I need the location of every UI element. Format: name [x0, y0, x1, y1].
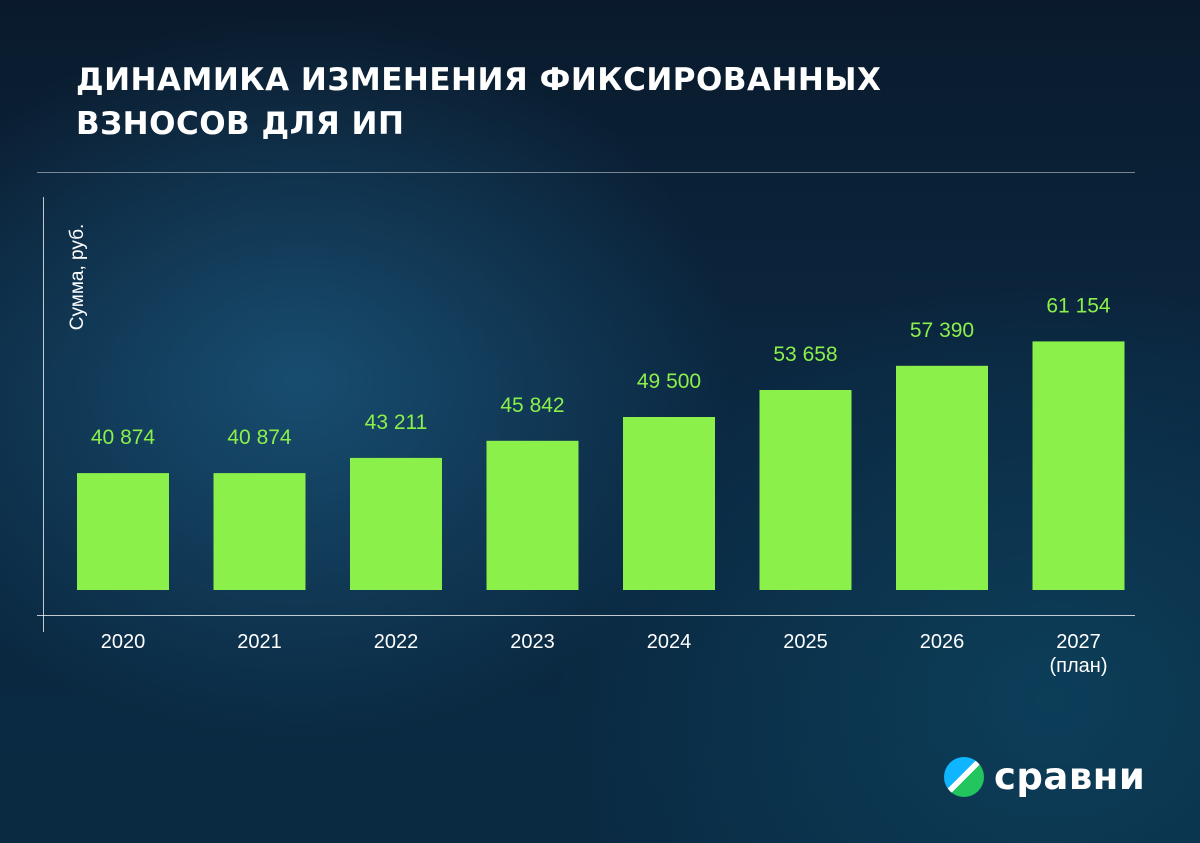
value-label-2023: 45 842	[500, 394, 564, 417]
value-label-2026: 57 390	[910, 319, 974, 342]
value-label-2027: 61 154	[1046, 294, 1111, 317]
category-label-2020: 2020	[101, 631, 146, 653]
sravni-logo-icon	[944, 757, 984, 797]
category-label-2022: 2022	[374, 631, 419, 653]
bar-2021	[213, 473, 306, 590]
value-label-2025: 53 658	[773, 343, 837, 366]
bar-2023	[486, 440, 579, 590]
category-label-2027: 2027	[1056, 631, 1101, 653]
category-label-2021: 2021	[237, 631, 282, 653]
chart-title: ДИНАМИКА ИЗМЕНЕНИЯ ФИКСИРОВАННЫХ ВЗНОСОВ…	[76, 62, 882, 142]
category-label-2023: 2023	[510, 631, 555, 653]
y-axis-line	[43, 197, 44, 632]
title-divider	[37, 172, 1135, 173]
value-label-2022: 43 211	[365, 411, 428, 434]
category-label-2026: 2026	[920, 631, 965, 653]
value-label-2020: 40 874	[91, 426, 156, 449]
brand-logo: сравни	[944, 755, 1145, 799]
bar-2024	[623, 417, 715, 590]
brand-name: сравни	[994, 755, 1146, 798]
category-label-2025: 2025	[783, 631, 828, 653]
x-axis-line	[37, 615, 1135, 616]
bar-2020	[77, 473, 169, 590]
bar-2025	[759, 390, 852, 590]
bar-2022	[350, 457, 442, 590]
category-sublabel-2027: (план)	[1050, 655, 1108, 677]
bar-2026	[896, 365, 988, 590]
bar-2027	[1032, 341, 1125, 590]
category-label-2024: 2024	[647, 631, 692, 653]
value-label-2024: 49 500	[637, 370, 701, 393]
value-label-2021: 40 874	[227, 426, 292, 449]
